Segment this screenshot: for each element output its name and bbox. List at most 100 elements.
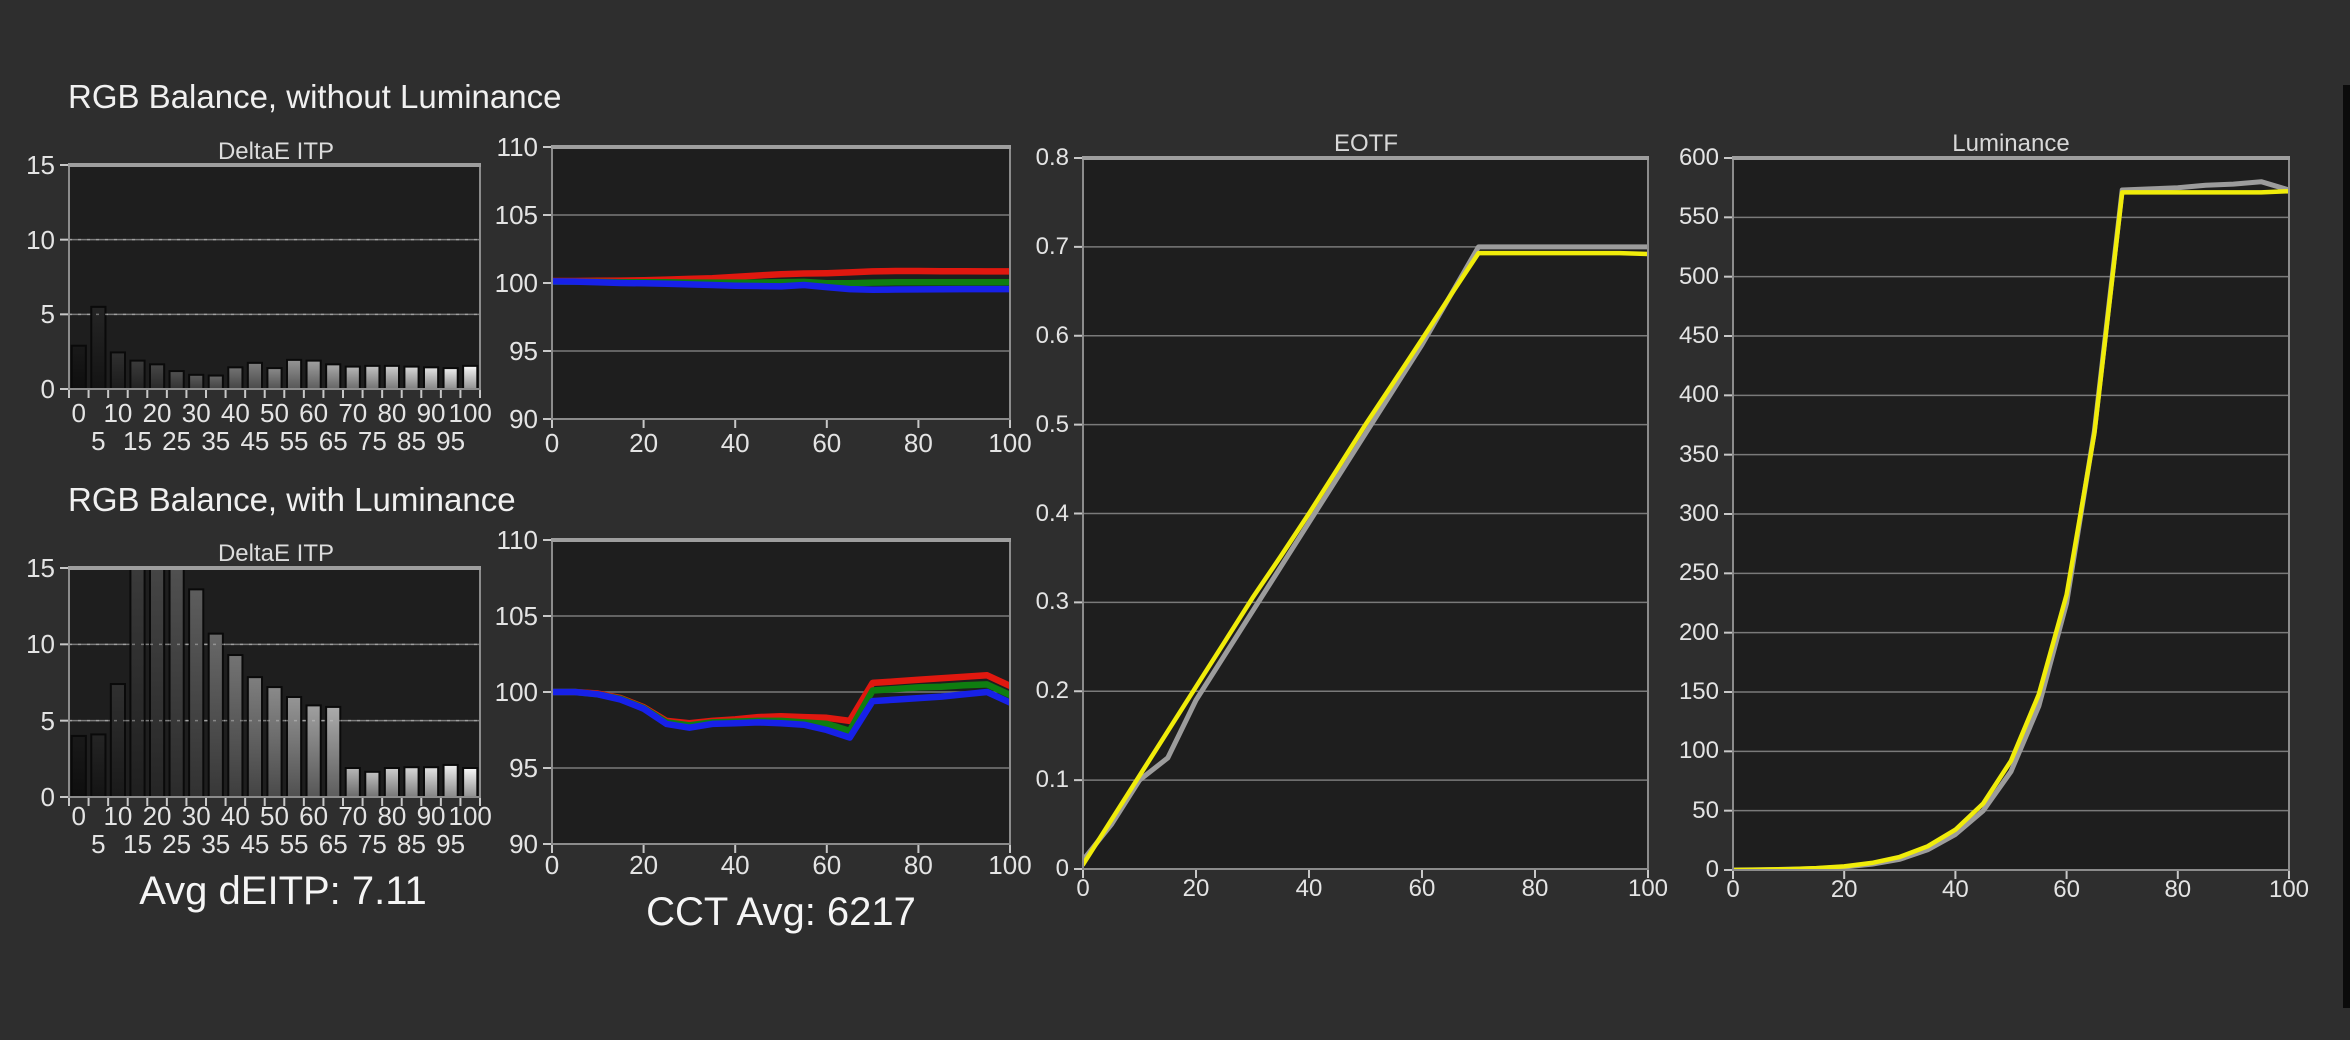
axis-tick-label: 0	[1055, 855, 1069, 882]
axis-tick-label: 105	[494, 601, 538, 631]
axis-tick-label: 75	[357, 829, 387, 859]
axis-tick-label: 60	[299, 801, 329, 831]
axis-tick-label: 10	[26, 629, 55, 660]
axis-tick-label: 40	[220, 398, 250, 428]
axis-tick-label: 100	[494, 677, 538, 707]
series-group	[1082, 244, 1649, 867]
deltae-bar	[129, 568, 146, 797]
axis-tick-label: 20	[629, 850, 659, 880]
axis-tick-label: 5	[91, 829, 106, 859]
deltae-bar	[422, 366, 440, 389]
axis-tick-label: 30	[181, 801, 211, 831]
series-group	[551, 267, 1011, 294]
deltae-bar	[227, 654, 244, 797]
axis-tick-label: 90	[509, 829, 538, 859]
axis-tick-label: 0	[71, 398, 87, 428]
axis-tick-label: 40	[720, 850, 750, 880]
axis-tick-label: 35	[201, 829, 231, 859]
axis-tick-label: 55	[279, 426, 309, 456]
axis-tick-label: 85	[397, 426, 426, 456]
axis-tick-label: 110	[496, 525, 538, 555]
axis-tick-label: 80	[2164, 876, 2192, 903]
axis-tick-label: 10	[103, 398, 133, 428]
deltae-bar	[442, 763, 459, 797]
series-group	[1732, 179, 2290, 871]
chart-title-eotf: EOTF	[1334, 130, 1398, 157]
axis-tick-label: 0	[40, 782, 55, 812]
deltae-bar	[90, 305, 107, 389]
axis-tick-label: 0	[1705, 856, 1719, 883]
chart-title-deltae-itp-top: DeltaE ITP	[217, 138, 335, 165]
axis-tick-label: 40	[1295, 875, 1323, 902]
deltae-bar	[403, 365, 420, 389]
axis-tick-label: 70	[338, 398, 368, 428]
deltae-bar	[462, 364, 479, 389]
deltae-bar	[325, 363, 342, 389]
axis-tick-label: 10	[103, 801, 133, 831]
axis-tick-label: 55	[279, 829, 309, 859]
axis-tick-label: 15	[123, 426, 152, 456]
deltae-bar	[344, 766, 361, 797]
axis-tick-label: 20	[142, 398, 172, 428]
deltae-bar	[266, 686, 283, 797]
axis-tick-label: 80	[1521, 875, 1549, 902]
deltae-bar	[266, 367, 283, 389]
chart-title-deltae-itp-bottom: DeltaE ITP	[217, 540, 335, 567]
chart-title-luminance: Luminance	[1952, 130, 2070, 157]
measured-series-line	[1082, 250, 1649, 867]
axis-tick-label: 0.1	[1035, 766, 1069, 794]
axis-tick-label: 15	[26, 553, 55, 583]
axis-tick-label: 100	[1627, 875, 1669, 902]
axis-tick-label: 40	[720, 428, 750, 458]
axis-tick-label: 0.4	[1035, 499, 1069, 527]
deltae-bar	[70, 344, 87, 389]
deltae-bar	[462, 766, 479, 797]
deltae-bar	[383, 766, 401, 797]
axis-tick-label: 90	[416, 398, 446, 428]
deltae-bar	[364, 364, 381, 389]
axis-tick-label: 20	[1830, 876, 1858, 903]
axis-tick-label: 150	[1678, 678, 1719, 705]
axis-tick-label: 75	[357, 426, 387, 456]
axis-tick-label: 15	[123, 829, 152, 859]
axis-tick-label: 100	[494, 268, 538, 298]
axis-tick-label: 95	[509, 336, 538, 366]
deltae-bar	[109, 351, 127, 389]
deltae-bar	[70, 734, 87, 797]
axis-tick-label: 105	[494, 200, 538, 230]
axis-tick-label: 100	[988, 850, 1032, 880]
axis-tick-label: 25	[162, 426, 192, 456]
deltae-bar	[305, 704, 322, 797]
axis-tick-label: 0.6	[1035, 321, 1069, 349]
axis-tick-label: 60	[812, 428, 842, 458]
axis-tick-label: 80	[377, 398, 407, 428]
axis-tick-label: 35	[201, 426, 231, 456]
axis-tick-label: 50	[260, 398, 289, 428]
axis-tick-label: 30	[181, 398, 211, 428]
axis-tick-label: 300	[1678, 500, 1719, 527]
axis-tick-label: 500	[1678, 262, 1719, 290]
deltae-bar	[285, 358, 303, 389]
deltae-bar	[168, 568, 185, 797]
axis-tick-label: 10	[26, 224, 55, 255]
axis-tick-label: 45	[240, 426, 270, 456]
axis-tick-label: 15	[26, 150, 55, 180]
axis-tick-label: 80	[377, 801, 407, 831]
cct-avg-value: CCT Avg: 6217	[646, 890, 916, 934]
axis-tick-label: 45	[240, 829, 270, 859]
axis-tick-label: 0.3	[1035, 588, 1069, 616]
axis-tick-label: 20	[142, 801, 172, 831]
deltae-bar	[109, 683, 127, 797]
deltae-bar	[148, 363, 166, 389]
axis-tick-label: 60	[2053, 876, 2080, 903]
deltae-bar	[422, 766, 440, 797]
axis-tick-label: 95	[436, 426, 466, 456]
deltae-bar	[90, 733, 107, 797]
axis-tick-label: 100	[2268, 876, 2310, 903]
axis-tick-label: 5	[91, 426, 106, 456]
axis-tick-label: 90	[509, 404, 538, 434]
axis-tick-label: 80	[903, 428, 933, 458]
deltae-bar	[148, 568, 166, 797]
